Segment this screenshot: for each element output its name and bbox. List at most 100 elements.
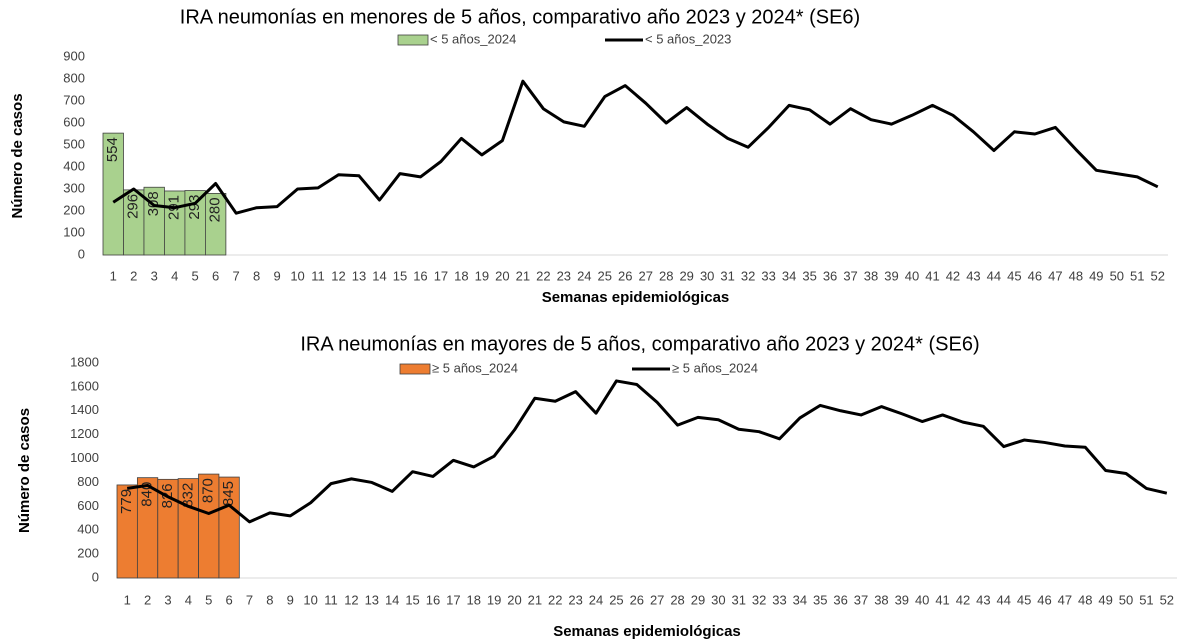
- x-tick-label: 31: [731, 592, 745, 607]
- x-tick-label: 46: [1037, 592, 1051, 607]
- x-tick-label: 24: [589, 592, 603, 607]
- y-tick-label: 0: [92, 569, 99, 584]
- x-tick-label: 32: [741, 268, 755, 283]
- legend-swatch: [399, 363, 431, 375]
- x-tick-label: 31: [720, 268, 734, 283]
- x-tick-label: 28: [670, 592, 684, 607]
- x-tick-label: 23: [568, 592, 582, 607]
- data-label: 845: [220, 481, 237, 506]
- x-tick-label: 7: [246, 592, 253, 607]
- y-tick-label: 200: [77, 546, 99, 561]
- y-tick-label: 400: [63, 158, 85, 173]
- x-tick-label: 34: [782, 268, 796, 283]
- x-tick-label: 27: [650, 592, 664, 607]
- x-tick-label: 40: [915, 592, 929, 607]
- legend-label: < 5 años_2023: [645, 31, 731, 46]
- x-tick-label: 38: [864, 268, 878, 283]
- y-tick-label: 500: [63, 136, 85, 151]
- y-tick-label: 800: [77, 474, 99, 489]
- x-tick-label: 22: [536, 268, 550, 283]
- x-tick-label: 2: [130, 268, 137, 283]
- x-tick-label: 50: [1119, 592, 1133, 607]
- x-axis-title: Semanas epidemiológicas: [542, 289, 730, 306]
- x-axis-title: Semanas epidemiológicas: [553, 623, 741, 640]
- legend-label: < 5 años_2024: [430, 31, 516, 46]
- x-tick-label: 5: [192, 268, 199, 283]
- x-tick-label: 7: [233, 268, 240, 283]
- x-tick-label: 10: [290, 268, 304, 283]
- x-tick-label: 29: [679, 268, 693, 283]
- x-tick-label: 47: [1058, 592, 1072, 607]
- x-tick-label: 14: [372, 268, 386, 283]
- x-tick-label: 18: [466, 592, 480, 607]
- x-tick-label: 23: [557, 268, 571, 283]
- y-tick-label: 1200: [70, 426, 99, 441]
- x-tick-label: 15: [393, 268, 407, 283]
- x-tick-label: 8: [266, 592, 273, 607]
- x-tick-label: 21: [528, 592, 542, 607]
- y-tick-label: 1600: [70, 378, 99, 393]
- y-tick-label: 900: [63, 48, 85, 63]
- x-tick-label: 51: [1139, 592, 1153, 607]
- y-tick-label: 800: [63, 70, 85, 85]
- x-tick-label: 49: [1089, 268, 1103, 283]
- x-tick-label: 6: [225, 592, 232, 607]
- x-tick-label: 41: [935, 592, 949, 607]
- x-tick-label: 33: [772, 592, 786, 607]
- x-tick-label: 36: [833, 592, 847, 607]
- x-tick-label: 39: [895, 592, 909, 607]
- x-tick-label: 1: [124, 592, 131, 607]
- x-tick-label: 42: [956, 592, 970, 607]
- x-tick-label: 25: [598, 268, 612, 283]
- data-label: 280: [207, 197, 224, 222]
- x-tick-label: 11: [311, 268, 325, 283]
- x-tick-label: 44: [987, 268, 1001, 283]
- x-tick-label: 14: [385, 592, 399, 607]
- x-tick-label: 30: [711, 592, 725, 607]
- x-tick-label: 13: [365, 592, 379, 607]
- x-tick-label: 41: [925, 268, 939, 283]
- x-tick-label: 51: [1130, 268, 1144, 283]
- y-tick-label: 0: [78, 246, 85, 261]
- x-tick-label: 22: [548, 592, 562, 607]
- chart-title: IRA neumonías en menores de 5 años, comp…: [180, 6, 860, 28]
- x-tick-label: 9: [287, 592, 294, 607]
- legend-label: ≥ 5 años_2024: [432, 360, 518, 375]
- x-tick-label: 45: [1007, 268, 1021, 283]
- x-tick-label: 12: [331, 268, 345, 283]
- x-tick-label: 16: [413, 268, 427, 283]
- y-tick-label: 600: [77, 498, 99, 513]
- data-label: 554: [104, 137, 121, 162]
- x-tick-label: 16: [426, 592, 440, 607]
- y-tick-label: 400: [77, 522, 99, 537]
- x-tick-label: 26: [618, 268, 632, 283]
- x-tick-label: 25: [609, 592, 623, 607]
- x-tick-label: 5: [205, 592, 212, 607]
- y-tick-label: 300: [63, 180, 85, 195]
- x-tick-label: 48: [1078, 592, 1092, 607]
- x-tick-label: 20: [495, 268, 509, 283]
- x-tick-label: 49: [1098, 592, 1112, 607]
- data-label: 870: [200, 478, 217, 503]
- x-tick-label: 35: [813, 592, 827, 607]
- x-tick-label: 3: [164, 592, 171, 607]
- data-label: 779: [118, 489, 135, 514]
- line: [112, 79, 1159, 215]
- x-tick-label: 17: [446, 592, 460, 607]
- legend-swatch: [397, 34, 429, 46]
- x-tick-label: 46: [1028, 268, 1042, 283]
- x-tick-label: 12: [344, 592, 358, 607]
- x-tick-label: 37: [843, 268, 857, 283]
- x-tick-label: 29: [691, 592, 705, 607]
- chart-title: IRA neumonías en mayores de 5 años, comp…: [300, 333, 979, 355]
- x-tick-label: 2: [144, 592, 151, 607]
- x-tick-label: 44: [996, 592, 1010, 607]
- x-tick-label: 6: [212, 268, 219, 283]
- x-tick-label: 42: [946, 268, 960, 283]
- x-tick-label: 15: [405, 592, 419, 607]
- y-tick-label: 1400: [70, 402, 99, 417]
- x-tick-label: 52: [1160, 592, 1174, 607]
- y-tick-label: 1800: [70, 354, 99, 369]
- x-tick-label: 50: [1110, 268, 1124, 283]
